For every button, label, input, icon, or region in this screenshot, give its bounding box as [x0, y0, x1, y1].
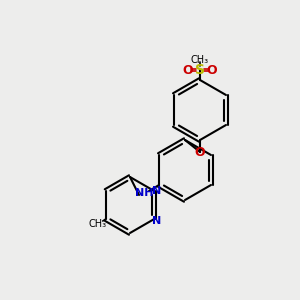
Text: N: N [152, 186, 161, 196]
Text: S: S [195, 63, 205, 77]
Text: O: O [183, 64, 193, 76]
Text: N: N [152, 216, 161, 226]
Text: O: O [195, 146, 205, 158]
Text: CH₃: CH₃ [89, 219, 107, 229]
Text: O: O [207, 64, 217, 76]
Text: NH: NH [135, 188, 153, 198]
Text: CH₃: CH₃ [191, 55, 209, 65]
